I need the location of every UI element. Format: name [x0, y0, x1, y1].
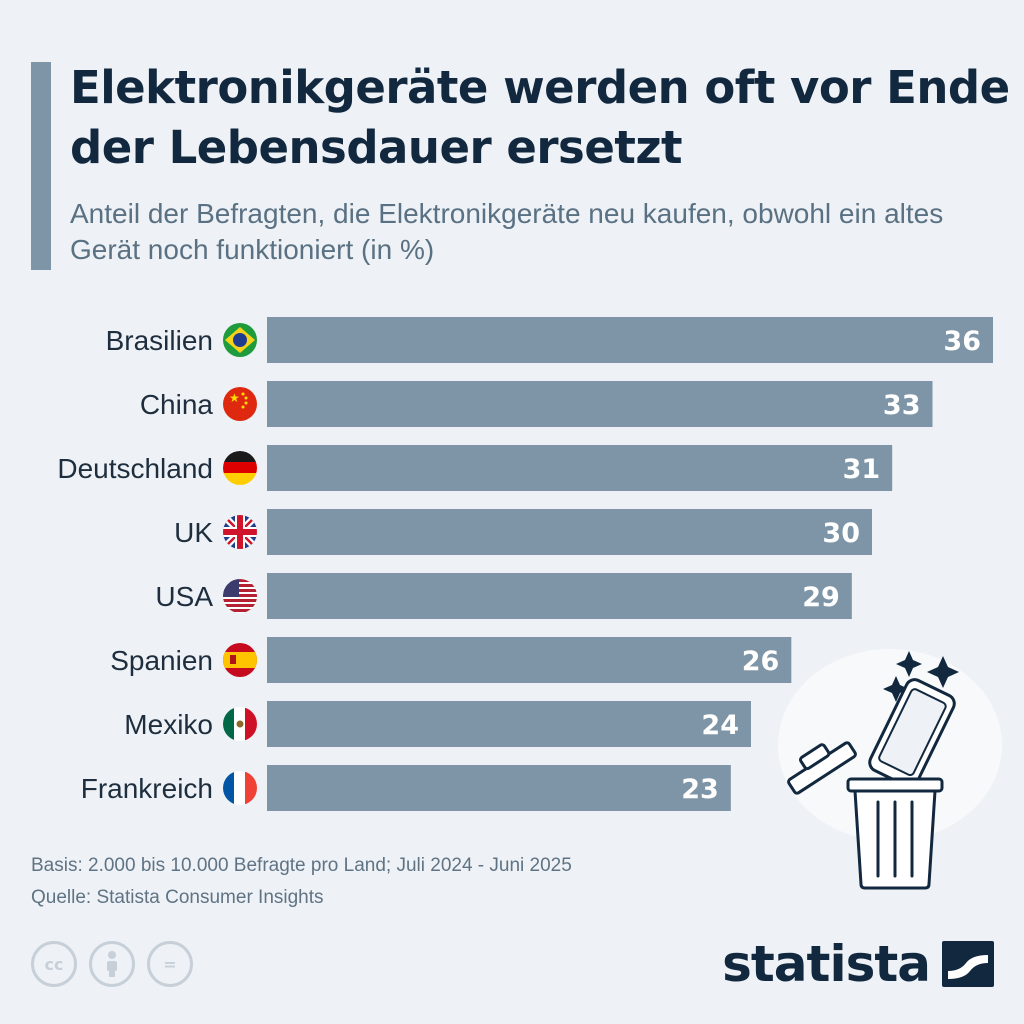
- bar-value-label: 24: [701, 710, 739, 741]
- brand-name: statista: [722, 935, 931, 993]
- statista-logo[interactable]: statista: [722, 935, 994, 993]
- category-label: China: [140, 389, 214, 420]
- bar-value-label: 30: [822, 518, 860, 549]
- source-note: Quelle: Statista Consumer Insights: [31, 887, 324, 908]
- bar[interactable]: [267, 573, 852, 619]
- bar-value-label: 31: [843, 454, 881, 485]
- category-label: Spanien: [110, 645, 213, 676]
- brazil-flag-icon: [223, 323, 257, 357]
- usa-flag-icon: [223, 579, 257, 613]
- bar[interactable]: [267, 317, 993, 363]
- bar[interactable]: [267, 445, 893, 491]
- bar-value-label: 29: [802, 582, 840, 613]
- china-flag-icon: ★: [223, 387, 257, 421]
- bar[interactable]: [267, 381, 933, 427]
- svg-text:★: ★: [229, 391, 240, 405]
- chart-title: Elektronikgeräte werden oft vor Ende der…: [70, 61, 1010, 174]
- license-icons: cc =: [31, 941, 193, 987]
- mexico-flag-icon: [223, 707, 257, 741]
- bar-value-label: 26: [742, 646, 780, 677]
- uk-flag-icon: [223, 515, 257, 549]
- chart-subtitle: Anteil der Befragten, die Elektronikgerä…: [70, 198, 944, 265]
- bar[interactable]: [267, 701, 751, 747]
- france-flag-icon: [223, 771, 257, 805]
- bar[interactable]: [267, 509, 872, 555]
- germany-flag-icon: [223, 451, 257, 485]
- bar-value-label: 33: [883, 390, 921, 421]
- bar[interactable]: [267, 637, 792, 683]
- spain-flag-icon: [223, 643, 257, 677]
- category-label: Brasilien: [106, 325, 213, 356]
- bar-value-label: 23: [681, 774, 719, 805]
- basis-note: Basis: 2.000 bis 10.000 Befragte pro Lan…: [31, 855, 572, 876]
- category-label: Mexiko: [124, 709, 213, 740]
- cc-icon[interactable]: cc: [31, 941, 77, 987]
- bar[interactable]: [267, 765, 731, 811]
- category-label: Frankreich: [81, 773, 213, 804]
- no-derivatives-icon[interactable]: =: [147, 941, 193, 987]
- category-label: USA: [155, 581, 213, 612]
- bar-value-label: 36: [943, 326, 981, 357]
- title-accent-bar: [31, 62, 51, 270]
- category-label: UK: [174, 517, 213, 548]
- attribution-icon[interactable]: [89, 941, 135, 987]
- statista-logo-icon: [942, 941, 994, 987]
- category-label: Deutschland: [57, 453, 213, 484]
- trash-can-with-phone-icon: [778, 649, 1002, 890]
